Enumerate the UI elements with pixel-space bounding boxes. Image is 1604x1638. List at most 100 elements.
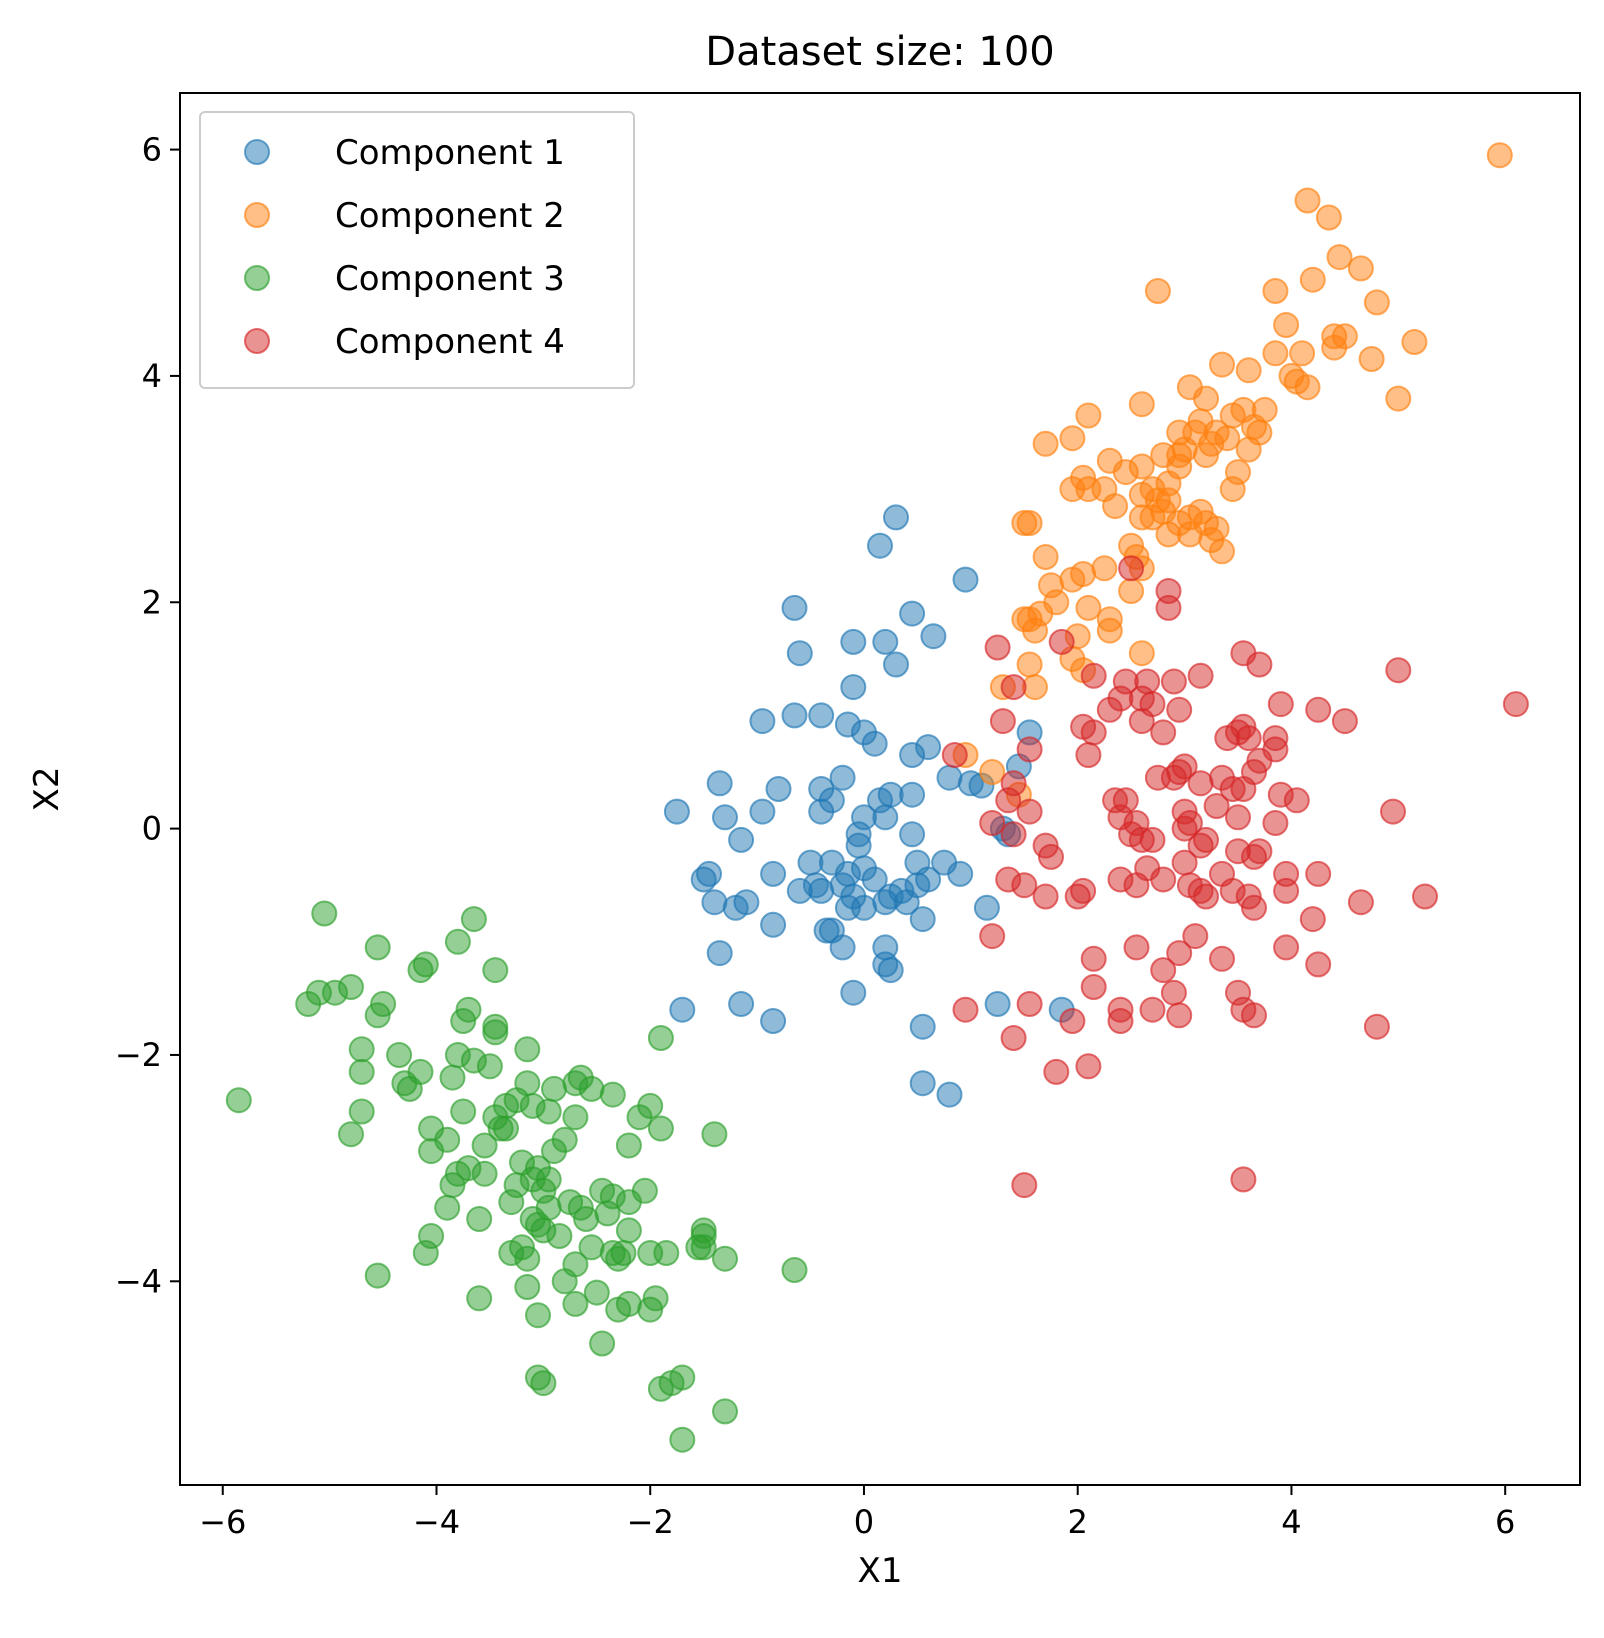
data-point — [466, 1285, 493, 1312]
data-point — [450, 1008, 477, 1034]
data-point — [1326, 244, 1353, 271]
y-tick-label: 4 — [142, 357, 162, 395]
data-point — [979, 759, 1006, 785]
data-point — [712, 1245, 738, 1272]
data-point — [1225, 804, 1251, 831]
data-point — [615, 1217, 642, 1244]
data-point — [808, 798, 835, 825]
data-point — [1299, 906, 1326, 933]
data-point — [498, 1189, 525, 1216]
data-point — [920, 623, 947, 650]
data-point — [583, 1279, 610, 1306]
data-point — [1230, 776, 1257, 802]
data-point — [840, 979, 867, 1006]
data-point — [1016, 991, 1043, 1017]
data-point — [338, 1121, 364, 1148]
data-point — [781, 702, 808, 729]
data-point — [1016, 736, 1043, 763]
data-point — [765, 776, 792, 802]
data-point — [1000, 674, 1027, 701]
data-point — [1059, 566, 1086, 593]
data-point — [1219, 476, 1246, 503]
data-point — [525, 1211, 551, 1238]
data-point — [562, 1290, 589, 1317]
data-point — [653, 1240, 680, 1266]
data-point — [541, 1075, 567, 1102]
data-point — [781, 1257, 808, 1283]
data-point — [1385, 657, 1412, 684]
data-point — [899, 742, 926, 768]
data-point — [1118, 821, 1145, 848]
data-point — [1262, 278, 1289, 304]
series-4 — [941, 555, 1529, 1199]
x-tick-label: 4 — [1281, 1503, 1301, 1541]
data-point — [1299, 266, 1326, 293]
y-tick-label: −4 — [115, 1262, 162, 1300]
data-point — [1294, 374, 1321, 401]
data-point — [995, 787, 1022, 814]
data-point — [1032, 883, 1059, 910]
data-point — [1022, 617, 1048, 644]
data-point — [1262, 340, 1289, 367]
data-point — [589, 1330, 616, 1357]
data-point — [1150, 719, 1177, 746]
data-point — [1193, 385, 1219, 412]
data-point — [1128, 391, 1155, 418]
data-point — [760, 1008, 787, 1034]
data-point — [867, 532, 893, 559]
data-point — [348, 1036, 375, 1063]
data-point — [493, 1115, 519, 1142]
data-point — [669, 1426, 696, 1453]
y-tick-label: 6 — [142, 131, 162, 169]
data-point — [476, 1053, 503, 1080]
data-point — [439, 1064, 466, 1091]
data-point — [1139, 504, 1166, 531]
x-tick-label: −6 — [199, 1503, 246, 1541]
data-point — [883, 651, 909, 678]
data-point — [1080, 662, 1107, 689]
data-point — [1385, 385, 1412, 412]
data-point — [460, 906, 487, 933]
data-point — [840, 674, 867, 701]
data-point — [525, 1302, 551, 1329]
data-point — [1235, 725, 1262, 752]
data-point — [909, 1070, 936, 1097]
data-point — [1096, 617, 1123, 644]
x-axis-ticks: −6 −4 −2 0 2 4 6 — [199, 1485, 1515, 1541]
x-axis-label: X1 — [858, 1551, 903, 1591]
data-point — [1150, 866, 1177, 893]
data-point — [418, 1138, 445, 1165]
data-point — [546, 1223, 573, 1249]
data-point — [728, 826, 755, 853]
data-point — [1075, 594, 1102, 621]
data-point — [1160, 668, 1187, 695]
data-point — [1235, 436, 1262, 463]
data-point — [1187, 770, 1214, 797]
data-point — [1273, 877, 1300, 904]
data-point — [1139, 996, 1166, 1023]
data-point — [669, 1364, 696, 1391]
data-point — [348, 1098, 375, 1125]
data-point — [840, 628, 867, 655]
data-point — [728, 991, 755, 1017]
y-tick-label: 2 — [142, 583, 162, 621]
data-point — [1176, 504, 1203, 531]
data-point — [712, 1398, 738, 1425]
data-point — [877, 957, 904, 984]
y-axis-label: X2 — [27, 767, 67, 812]
data-point — [444, 928, 471, 955]
data-point — [450, 1098, 477, 1125]
data-point — [364, 1002, 391, 1029]
data-point — [1412, 883, 1438, 910]
data-point — [1064, 883, 1091, 910]
data-point — [1235, 357, 1262, 384]
data-point — [1347, 255, 1374, 282]
data-point — [615, 1132, 642, 1159]
data-point — [1321, 334, 1348, 361]
data-point — [434, 1194, 461, 1221]
legend-label: Component 4 — [335, 322, 565, 362]
data-point — [225, 1087, 252, 1114]
y-tick-label: −2 — [115, 1036, 162, 1074]
data-point — [514, 1245, 541, 1272]
data-point — [466, 1206, 493, 1232]
